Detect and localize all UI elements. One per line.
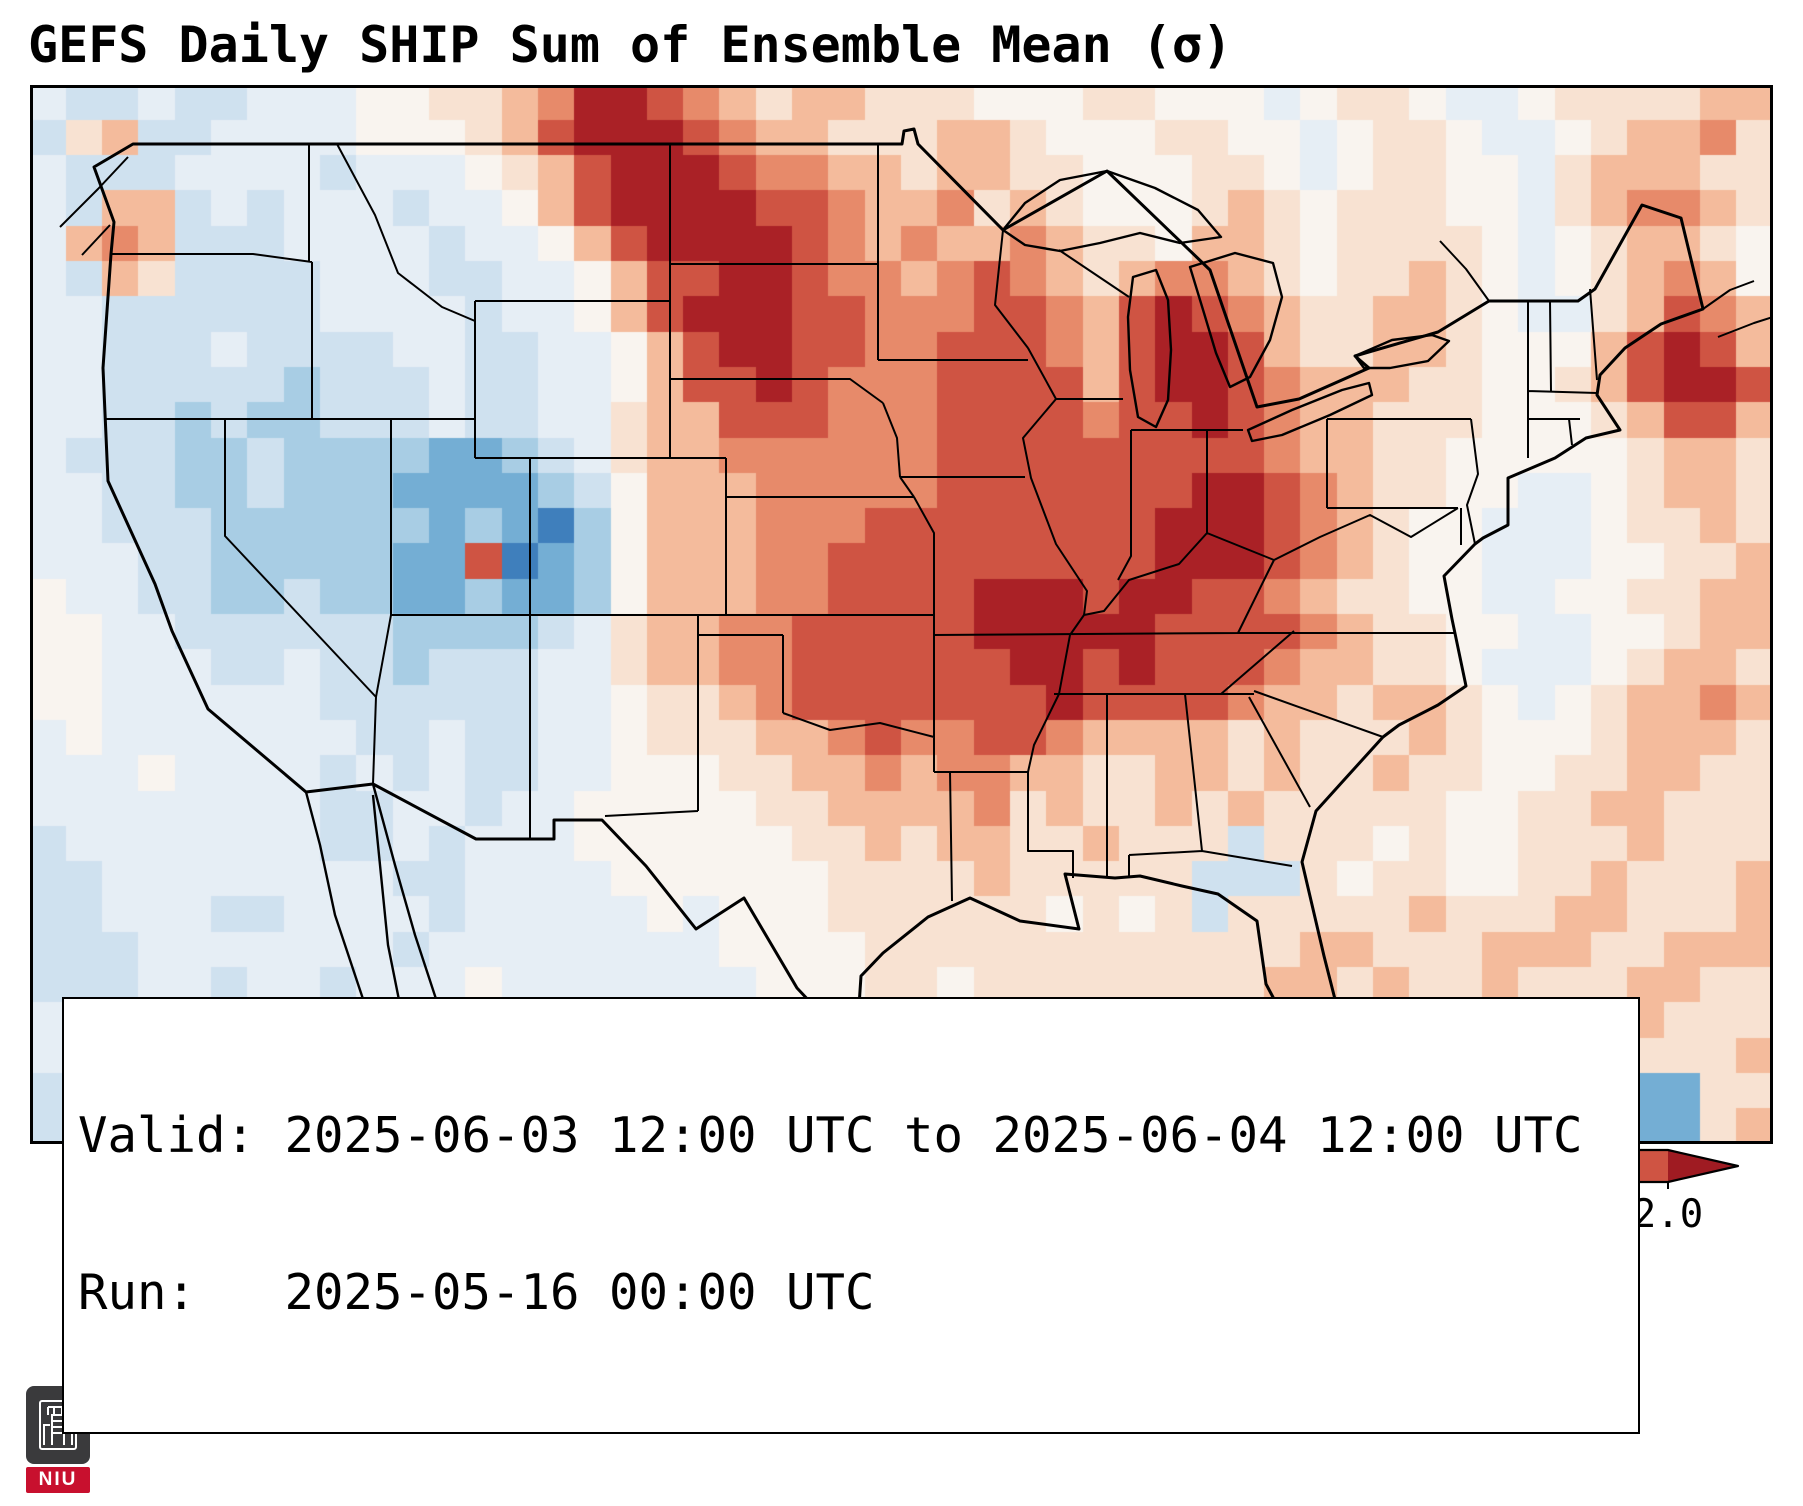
valid-run-info-box: Valid: 2025-06-03 12:00 UTC to 2025-06-0… xyxy=(62,997,1640,1435)
colorbar-tick-label: 2.0 xyxy=(1632,1192,1704,1237)
page-title: GEFS Daily SHIP Sum of Ensemble Mean (σ) xyxy=(28,16,1233,74)
colorbar-right-arrow xyxy=(1668,1150,1738,1182)
map-panel: Valid: 2025-06-03 12:00 UTC to 2025-06-0… xyxy=(30,85,1773,1435)
valid-text: Valid: 2025-06-03 12:00 UTC to 2025-06-0… xyxy=(78,1106,1583,1164)
run-text: Run: 2025-05-16 00:00 UTC xyxy=(78,1264,875,1322)
niu-logo-text: NIU xyxy=(26,1467,90,1493)
heatmap-canvas xyxy=(30,85,1773,1144)
